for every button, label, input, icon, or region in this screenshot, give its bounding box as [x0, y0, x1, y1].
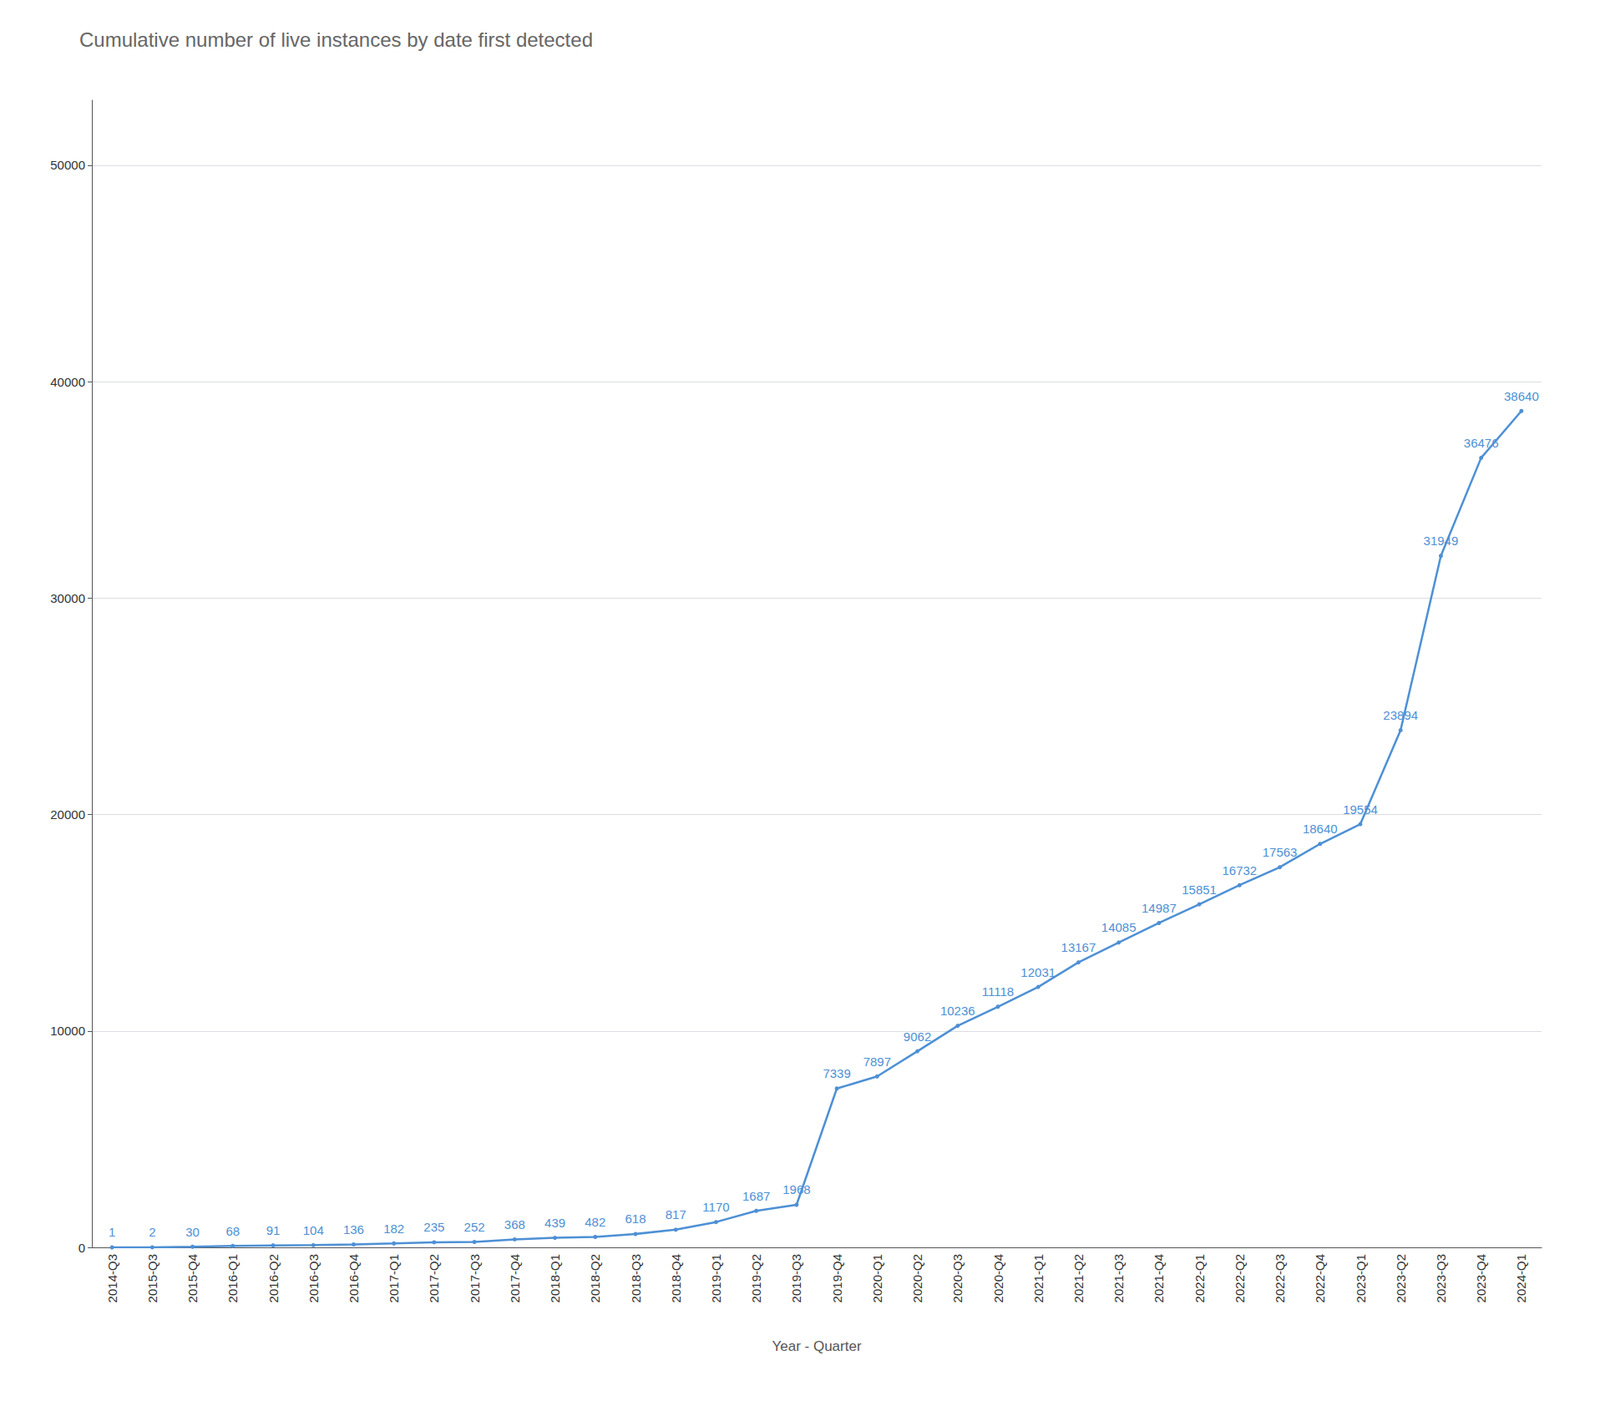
svg-text:20000: 20000: [50, 807, 86, 822]
svg-text:50000: 50000: [50, 157, 86, 173]
svg-text:38640: 38640: [1503, 389, 1540, 404]
svg-text:7897: 7897: [863, 1054, 892, 1069]
svg-text:31949: 31949: [1423, 533, 1459, 548]
svg-text:Year - Quarter: Year - Quarter: [771, 1338, 861, 1355]
svg-text:2022-Q1: 2022-Q1: [1192, 1254, 1207, 1303]
svg-text:104: 104: [303, 1223, 325, 1238]
svg-text:12031: 12031: [1020, 965, 1056, 980]
svg-text:14987: 14987: [1141, 901, 1177, 916]
svg-text:2022-Q3: 2022-Q3: [1272, 1254, 1287, 1303]
svg-text:2020-Q1: 2020-Q1: [870, 1254, 885, 1303]
svg-text:136: 136: [343, 1222, 365, 1237]
svg-text:2015-Q3: 2015-Q3: [145, 1254, 160, 1303]
svg-text:10236: 10236: [940, 1003, 976, 1018]
svg-text:7339: 7339: [822, 1066, 851, 1081]
svg-text:2019-Q2: 2019-Q2: [749, 1254, 764, 1303]
svg-text:182: 182: [383, 1221, 405, 1236]
svg-text:817: 817: [665, 1207, 687, 1222]
svg-text:91: 91: [266, 1223, 281, 1238]
svg-text:2018-Q3: 2018-Q3: [628, 1254, 644, 1303]
svg-text:482: 482: [584, 1215, 606, 1230]
svg-text:15851: 15851: [1181, 882, 1217, 897]
svg-text:14085: 14085: [1101, 920, 1137, 935]
svg-text:2018-Q4: 2018-Q4: [668, 1254, 684, 1303]
svg-text:1968: 1968: [782, 1182, 811, 1197]
svg-text:2021-Q1: 2021-Q1: [1031, 1254, 1046, 1303]
svg-text:2023-Q3: 2023-Q3: [1433, 1254, 1449, 1303]
svg-text:10000: 10000: [50, 1023, 86, 1038]
svg-text:19554: 19554: [1342, 802, 1378, 817]
svg-text:618: 618: [624, 1211, 646, 1226]
svg-text:2020-Q4: 2020-Q4: [991, 1254, 1006, 1303]
svg-text:30: 30: [185, 1225, 200, 1240]
svg-text:2015-Q4: 2015-Q4: [185, 1254, 200, 1303]
svg-text:2022-Q2: 2022-Q2: [1232, 1254, 1247, 1303]
svg-text:2019-Q3: 2019-Q3: [789, 1254, 804, 1303]
svg-text:13167: 13167: [1061, 940, 1097, 955]
svg-text:2017-Q3: 2017-Q3: [467, 1254, 482, 1303]
svg-text:2016-Q3: 2016-Q3: [306, 1254, 321, 1303]
svg-text:2023-Q2: 2023-Q2: [1393, 1254, 1408, 1303]
svg-text:2: 2: [148, 1225, 156, 1240]
svg-text:2019-Q4: 2019-Q4: [830, 1254, 845, 1303]
svg-text:2022-Q4: 2022-Q4: [1312, 1254, 1327, 1303]
svg-text:2023-Q4: 2023-Q4: [1473, 1254, 1489, 1303]
svg-text:2016-Q1: 2016-Q1: [225, 1254, 240, 1303]
svg-text:2017-Q4: 2017-Q4: [507, 1254, 522, 1303]
svg-text:2020-Q2: 2020-Q2: [910, 1254, 925, 1303]
svg-text:23894: 23894: [1382, 708, 1418, 723]
svg-text:11118: 11118: [982, 984, 1014, 999]
svg-text:68: 68: [225, 1224, 240, 1239]
svg-text:2018-Q1: 2018-Q1: [547, 1254, 563, 1303]
svg-text:36476: 36476: [1463, 435, 1499, 451]
svg-text:40000: 40000: [50, 374, 86, 390]
svg-text:Cumulative number of live inst: Cumulative number of live instances by d…: [79, 28, 593, 51]
svg-text:30000: 30000: [50, 591, 86, 606]
svg-text:9062: 9062: [903, 1029, 932, 1044]
svg-text:2016-Q4: 2016-Q4: [346, 1254, 361, 1303]
svg-text:18640: 18640: [1302, 821, 1338, 836]
svg-text:2023-Q1: 2023-Q1: [1353, 1254, 1368, 1303]
svg-text:2016-Q2: 2016-Q2: [266, 1254, 281, 1303]
svg-text:252: 252: [464, 1220, 486, 1235]
svg-text:1: 1: [108, 1225, 116, 1240]
svg-text:0: 0: [78, 1240, 86, 1256]
svg-text:17563: 17563: [1262, 845, 1298, 860]
svg-text:2017-Q2: 2017-Q2: [426, 1254, 441, 1303]
svg-text:235: 235: [423, 1220, 445, 1235]
svg-text:2014-Q3: 2014-Q3: [105, 1254, 120, 1303]
svg-text:2021-Q3: 2021-Q3: [1111, 1254, 1126, 1303]
svg-text:2017-Q1: 2017-Q1: [386, 1254, 401, 1303]
svg-text:2021-Q2: 2021-Q2: [1071, 1254, 1086, 1303]
svg-text:2021-Q4: 2021-Q4: [1151, 1254, 1166, 1303]
svg-text:439: 439: [544, 1215, 566, 1231]
svg-text:1687: 1687: [742, 1189, 770, 1204]
svg-text:2024-Q1: 2024-Q1: [1513, 1254, 1529, 1303]
svg-text:368: 368: [504, 1217, 526, 1232]
svg-text:16732: 16732: [1221, 863, 1257, 878]
svg-text:1170: 1170: [702, 1200, 730, 1215]
svg-text:2018-Q2: 2018-Q2: [587, 1254, 603, 1303]
svg-text:2020-Q3: 2020-Q3: [950, 1254, 965, 1303]
svg-text:2019-Q1: 2019-Q1: [708, 1254, 724, 1303]
